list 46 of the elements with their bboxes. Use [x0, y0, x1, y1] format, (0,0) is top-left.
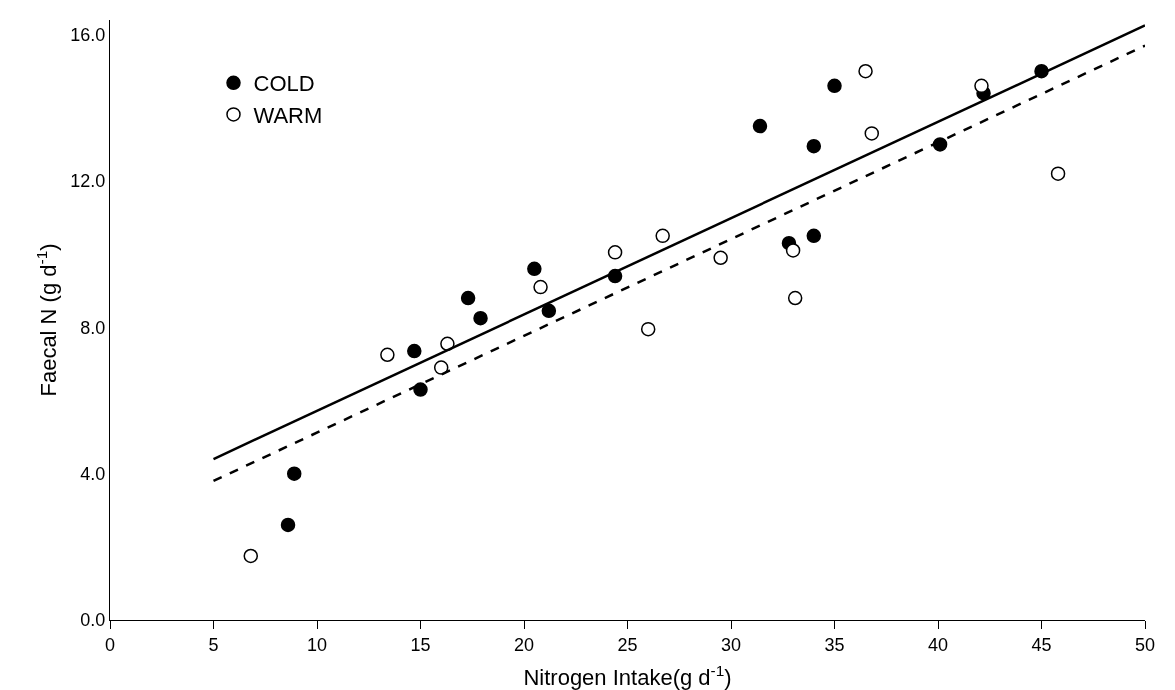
- point: [380, 347, 395, 362]
- x-tick-label: 30: [720, 634, 742, 655]
- point: [858, 63, 873, 79]
- point: [713, 250, 728, 266]
- point: [932, 137, 948, 152]
- point: [640, 321, 656, 337]
- y-tick-label: 16.0: [70, 24, 106, 45]
- point: [827, 78, 842, 94]
- point: [527, 261, 542, 277]
- y-tick-label: 12.0: [70, 171, 106, 192]
- point: [785, 243, 801, 258]
- point: [413, 382, 428, 397]
- point: [533, 279, 548, 295]
- x-tick-label: 25: [617, 634, 638, 655]
- y-tick-label: 4.0: [80, 463, 106, 484]
- point: [787, 290, 803, 306]
- x-tick-label: 35: [824, 634, 845, 655]
- legend-label: COLD: [253, 71, 315, 97]
- point: [473, 310, 488, 326]
- point: [243, 548, 259, 564]
- point: [974, 78, 989, 94]
- point: [655, 228, 670, 244]
- y-tick-label: 0.0: [80, 610, 106, 631]
- point: [864, 126, 880, 141]
- x-tick-label: 5: [208, 634, 219, 655]
- x-tick-label: 10: [306, 634, 328, 655]
- x-tick-label: 15: [410, 634, 431, 655]
- point: [286, 466, 302, 481]
- point: [460, 290, 476, 306]
- point: [280, 517, 296, 533]
- point: [806, 228, 822, 244]
- x-tick-label: 0: [104, 634, 116, 655]
- x-tick-label: 40: [927, 634, 949, 655]
- y-tick-label: 8.0: [80, 317, 106, 338]
- x-tick-label: 45: [1031, 634, 1052, 655]
- x-tick-label: 20: [513, 634, 535, 655]
- point: [806, 138, 822, 154]
- point: [541, 303, 557, 319]
- point: [433, 360, 449, 375]
- x-axis-title: Nitrogen Intake(g d$^{-1}$): [523, 661, 732, 690]
- legend-label: WARM: [253, 102, 323, 128]
- x-tick-label: 50: [1134, 634, 1156, 655]
- point: [407, 343, 422, 359]
- point: [607, 245, 623, 260]
- point: [1050, 166, 1066, 181]
- point: [752, 118, 768, 134]
